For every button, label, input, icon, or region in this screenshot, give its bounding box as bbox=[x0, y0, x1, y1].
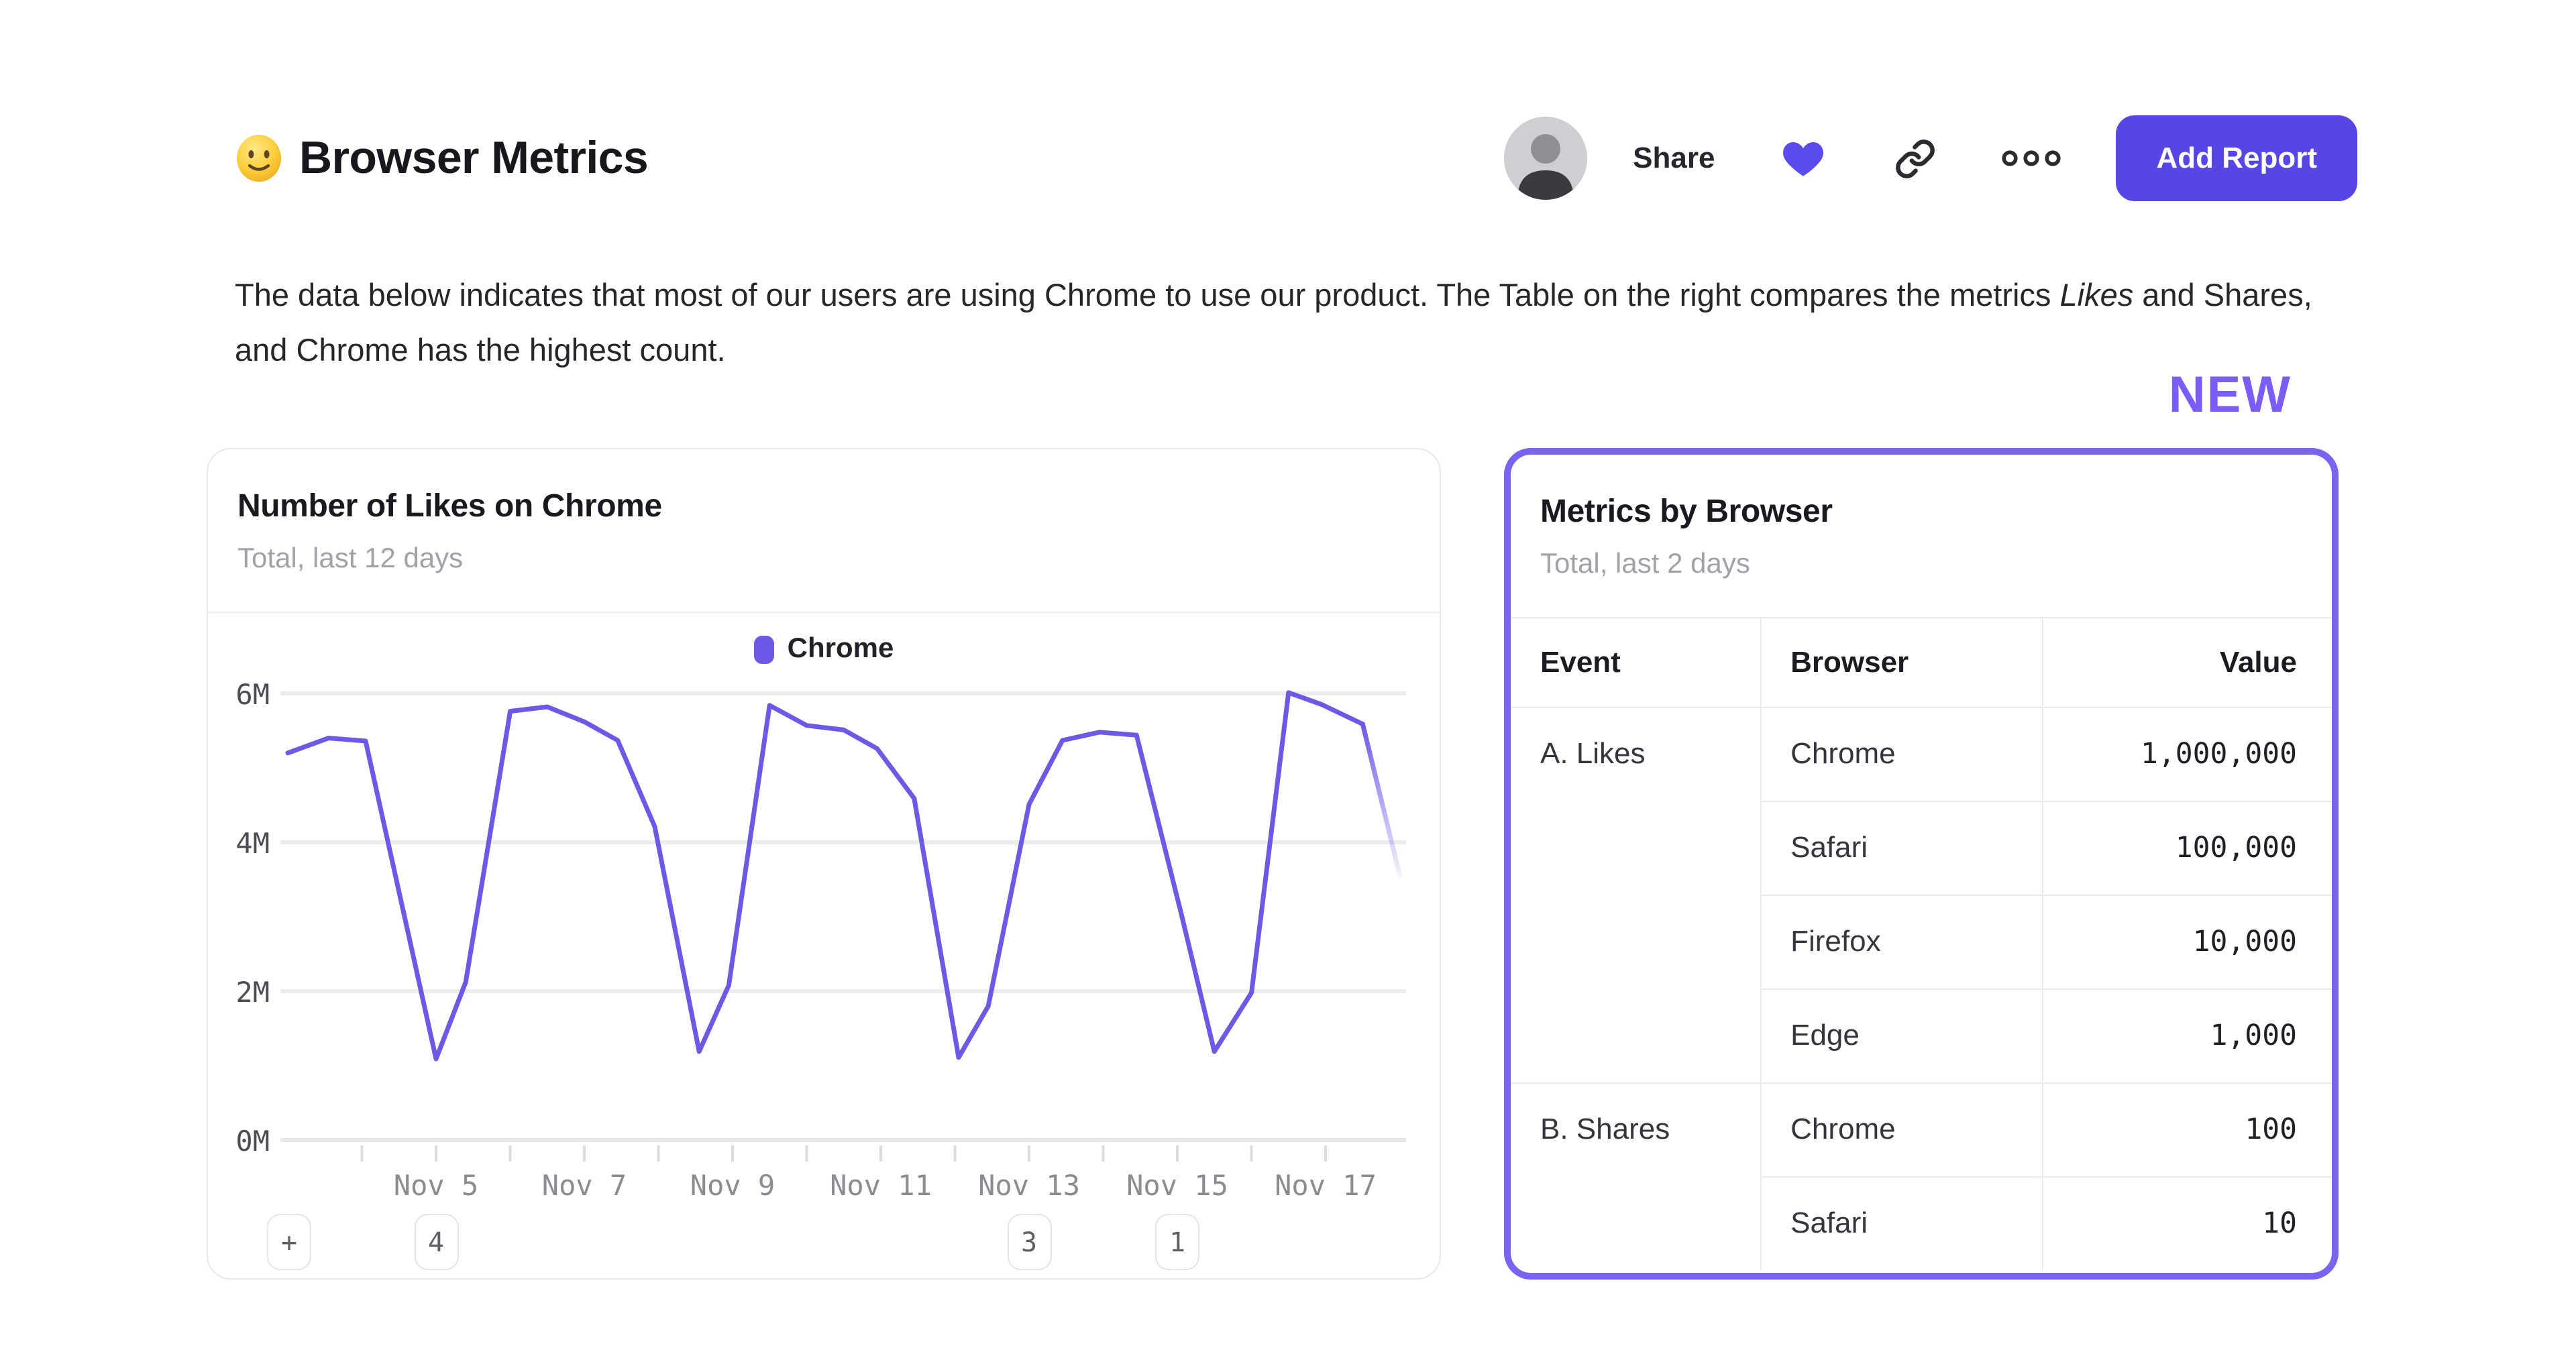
metrics-card-wrap: NEW Metrics by Browser Total, last 2 day… bbox=[1504, 368, 2339, 1280]
browser-cell: Safari bbox=[1760, 800, 2043, 895]
chart-legend[interactable]: Chrome bbox=[208, 632, 1440, 667]
new-badge: NEW bbox=[2168, 368, 2292, 424]
metrics-table-card: Metrics by Browser Total, last 2 days Ev… bbox=[1504, 448, 2339, 1280]
x-axis-tick-label: Nov 7 bbox=[542, 1169, 627, 1202]
value-cell: 100,000 bbox=[2042, 800, 2332, 895]
y-axis-tick-label: 0M bbox=[235, 1125, 270, 1157]
value-cell: 100 bbox=[2042, 1082, 2332, 1176]
table-row: A. Likes Chrome 1,000,000 bbox=[1511, 706, 2332, 1082]
metrics-table-header-row: Event Browser Value bbox=[1511, 618, 2332, 708]
browser-cell: Firefox bbox=[1760, 894, 2043, 988]
value-cell: 1,000 bbox=[2042, 988, 2332, 1082]
table-row: Firefox 10,000 bbox=[1511, 894, 2332, 988]
metrics-table: Event Browser Value A. Likes Chrome 1,000,… bbox=[1511, 618, 2332, 1270]
x-axis-tick-label: Nov 11 bbox=[830, 1169, 932, 1202]
metrics-card-header: Metrics by Browser Total, last 2 days bbox=[1511, 455, 2332, 618]
link-icon[interactable] bbox=[1894, 137, 1936, 179]
x-axis-tick-label: Nov 13 bbox=[978, 1169, 1080, 1202]
likes-chart-card: Number of Likes on Chrome Total, last 12… bbox=[207, 448, 1441, 1280]
add-annotation-button[interactable]: + bbox=[267, 1214, 311, 1270]
more-options-icon[interactable] bbox=[2000, 149, 2062, 168]
metrics-card-subtitle: Total, last 2 days bbox=[1540, 549, 1750, 579]
share-button[interactable]: Share bbox=[1633, 141, 1715, 174]
y-axis-tick-label: 2M bbox=[235, 976, 270, 1009]
likes-card-subtitle: Total, last 12 days bbox=[237, 543, 464, 574]
x-axis-tick-label: Nov 9 bbox=[690, 1169, 775, 1202]
legend-swatch-chrome bbox=[753, 635, 774, 663]
likes-line-chart: 6M 4M 2M 0M Nov 5 Nov 7 Nov 9 Nov 11 Nov 13 Nov 1… bbox=[235, 678, 1406, 1202]
table-row: Safari 10 bbox=[1511, 1176, 2332, 1270]
likes-card-title: Number of Likes on Chrome bbox=[237, 488, 662, 524]
table-row: Safari 100,000 bbox=[1511, 800, 2332, 895]
value-cell: 1,000,000 bbox=[2042, 706, 2332, 801]
y-axis-tick-label: 6M bbox=[235, 678, 270, 711]
metrics-card-title: Metrics by Browser bbox=[1540, 494, 1833, 530]
annotation-chip[interactable]: 3 bbox=[1007, 1214, 1051, 1270]
x-axis-tick-label: Nov 5 bbox=[394, 1169, 478, 1202]
value-cell: 10,000 bbox=[2042, 894, 2332, 988]
page-title-wrap: Browser Metrics bbox=[207, 132, 649, 184]
browser-cell: Edge bbox=[1760, 988, 2043, 1082]
column-header-event: Event bbox=[1511, 618, 1761, 708]
likes-card-header: Number of Likes on Chrome Total, last 12… bbox=[208, 449, 1440, 613]
legend-label: Chrome bbox=[787, 633, 894, 664]
value-cell: 10 bbox=[2042, 1176, 2332, 1270]
avatar-photo bbox=[1504, 117, 1588, 200]
y-axis-tick-label: 4M bbox=[235, 827, 270, 860]
smiley-emoji-icon bbox=[237, 135, 281, 182]
annotation-chip[interactable]: 1 bbox=[1155, 1214, 1199, 1270]
avatar[interactable] bbox=[1504, 117, 1588, 200]
page-title: Browser Metrics bbox=[299, 132, 649, 183]
event-cell: B. Shares bbox=[1511, 1082, 1761, 1270]
x-axis-tick-label: Nov 17 bbox=[1275, 1169, 1377, 1202]
add-report-button[interactable]: Add Report bbox=[2116, 115, 2357, 201]
browser-cell: Safari bbox=[1760, 1176, 2043, 1270]
topbar-actions: Share Add Report bbox=[1504, 115, 2357, 201]
x-axis-tick-label: Nov 15 bbox=[1126, 1169, 1228, 1202]
description-text: The data below indicates that most of ou… bbox=[235, 278, 2312, 368]
column-header-value: Value bbox=[2042, 618, 2332, 708]
table-row: Edge 1,000 bbox=[1511, 988, 2332, 1082]
column-header-browser: Browser bbox=[1760, 618, 2043, 708]
event-cell: A. Likes bbox=[1511, 706, 1761, 1082]
browser-cell: Chrome bbox=[1760, 706, 2043, 801]
topbar: Browser Metrics Share bbox=[207, 114, 2357, 203]
chart-annotations-row: + 4 3 1 bbox=[208, 1214, 1440, 1270]
annotation-chip[interactable]: 4 bbox=[414, 1214, 458, 1270]
browser-cell: Chrome bbox=[1760, 1082, 2043, 1176]
description-italic: Likes bbox=[2059, 278, 2134, 313]
table-row: B. Shares Chrome 100 bbox=[1511, 1082, 2332, 1270]
heart-icon[interactable] bbox=[1782, 138, 1825, 178]
